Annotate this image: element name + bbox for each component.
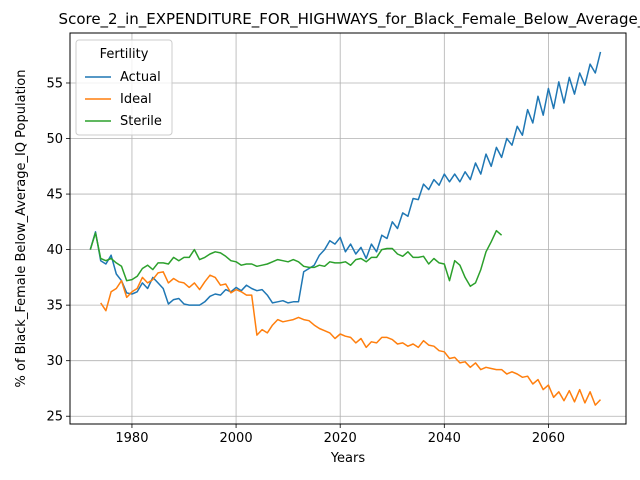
x-tick-label: 2020 — [324, 431, 357, 446]
y-tick-label: 45 — [46, 188, 63, 203]
legend-label-sterile: Sterile — [120, 114, 162, 129]
series-line-actual — [89, 51, 602, 306]
grid — [70, 33, 626, 424]
x-axis-label: Years — [330, 451, 366, 466]
y-tick-label: 50 — [46, 132, 63, 147]
legend-label-actual: Actual — [120, 70, 161, 85]
legend-title: Fertility — [100, 47, 149, 62]
x-tick-label: 1980 — [115, 431, 148, 446]
axis-ticks: 1980 2000 2020 2040 2060 25 30 35 40 45 50 55 — [46, 76, 565, 446]
legend-label-ideal: Ideal — [120, 92, 152, 107]
y-tick-label: 55 — [46, 76, 63, 91]
legend-box — [75, 39, 173, 136]
y-tick-label: 30 — [46, 354, 63, 369]
series-line-sterile — [89, 229, 503, 288]
x-tick-label: 2040 — [428, 431, 461, 446]
x-tick-label: 2060 — [532, 431, 565, 446]
plot-frame — [69, 32, 627, 425]
legend-items: Actual Ideal Sterile — [85, 70, 162, 129]
y-tick-label: 25 — [46, 410, 63, 425]
y-axis-label: % of Black_Female Below_Average_IQ Popul… — [14, 70, 29, 388]
chart-title: Score_2_in_EXPENDITURE_FOR_HIGHWAYS_for_… — [59, 10, 640, 29]
y-tick-label: 40 — [46, 243, 63, 258]
series-line-ideal — [100, 271, 602, 406]
legend: Fertility Actual Ideal Sterile — [75, 39, 173, 136]
y-tick-label: 35 — [46, 299, 63, 314]
x-tick-label: 2000 — [220, 431, 253, 446]
series-lines — [89, 51, 602, 406]
